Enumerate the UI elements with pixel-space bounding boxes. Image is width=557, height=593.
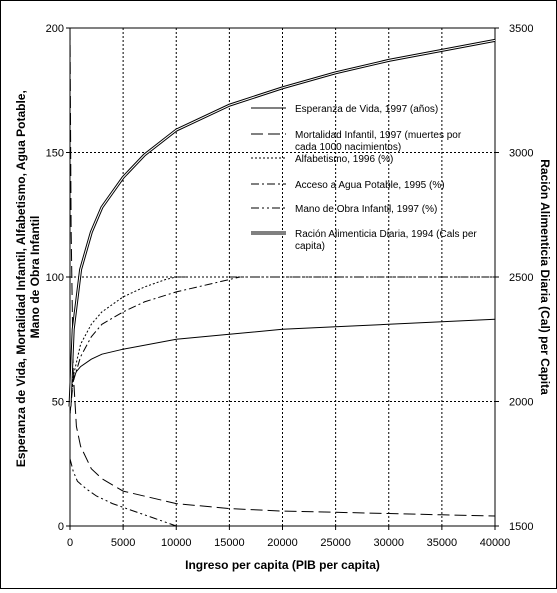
x-tick-label: 5000: [111, 537, 135, 549]
y-axis-title-right: Ración Alimenticia Diaria (Cal) per Capi…: [538, 159, 552, 395]
x-tick-label: 0: [67, 537, 73, 549]
series-line-outer: [68, 38, 496, 407]
series-lines: [68, 27, 496, 527]
series-line-3-seg-0: [69, 276, 241, 414]
y-right-tick-label: 3000: [509, 148, 533, 160]
y-axis-title-left-line-2: Mano de Obra Infantil: [28, 216, 42, 339]
legend-label: Mano de Obra Infantil, 1997 (%): [295, 204, 437, 215]
y-axis-title-left: Esperanza de Vida, Mortalidad Infantil, …: [14, 87, 42, 467]
y-right-tick-label: 3500: [509, 23, 533, 35]
x-tick-label: 40000: [480, 537, 511, 549]
x-tick-label: 30000: [373, 537, 404, 549]
legend-label: Alfabetismo, 1996 (%): [295, 154, 393, 165]
x-tick-label: 20000: [267, 537, 298, 549]
axis-ticks: 0 5000 10000 15000 20000 25000 30000 35000 40000…: [46, 23, 534, 549]
legend: Esperanza de Vida, 1997 (años) Mortalidad…: [251, 104, 477, 252]
legend-label: cada 1000 nacimientos): [295, 142, 401, 153]
y-left-tick-label: 50: [52, 397, 64, 409]
x-tick-label: 25000: [320, 537, 351, 549]
y-left-tick-label: 0: [58, 521, 64, 533]
series-line-4-seg-0: [69, 458, 177, 527]
x-axis-title: Ingreso per capita (PIB per capita): [185, 558, 380, 572]
y-right-tick-label: 2000: [509, 397, 533, 409]
legend-label: Acceso a Agua Potable, 1995 (%): [295, 180, 445, 191]
y-left-tick-label: 200: [46, 23, 64, 35]
legend-label: Mortalidad Infantil, 1997 (muertes por: [295, 130, 462, 141]
x-tick-label: 35000: [427, 537, 458, 549]
y-left-tick-label: 150: [46, 148, 64, 160]
legend-label: Ración Alimenticia Diaria, 1994 (Cals pe…: [295, 229, 477, 240]
x-tick-label: 15000: [214, 537, 245, 549]
legend-label: capita): [295, 241, 325, 252]
x-tick-label: 10000: [161, 537, 192, 549]
series-line-1-seg-0: [69, 27, 496, 517]
y-right-tick-label: 1500: [509, 521, 533, 533]
series-line-inner: [69, 39, 496, 407]
series-line-2-seg-0: [69, 276, 187, 414]
y-axis-title-left-line-1: Esperanza de Vida, Mortalidad Infantil, …: [14, 90, 28, 467]
y-left-tick-label: 100: [46, 272, 64, 284]
legend-label: Esperanza de Vida, 1997 (años): [295, 104, 438, 115]
y-right-tick-label: 2500: [509, 272, 533, 284]
